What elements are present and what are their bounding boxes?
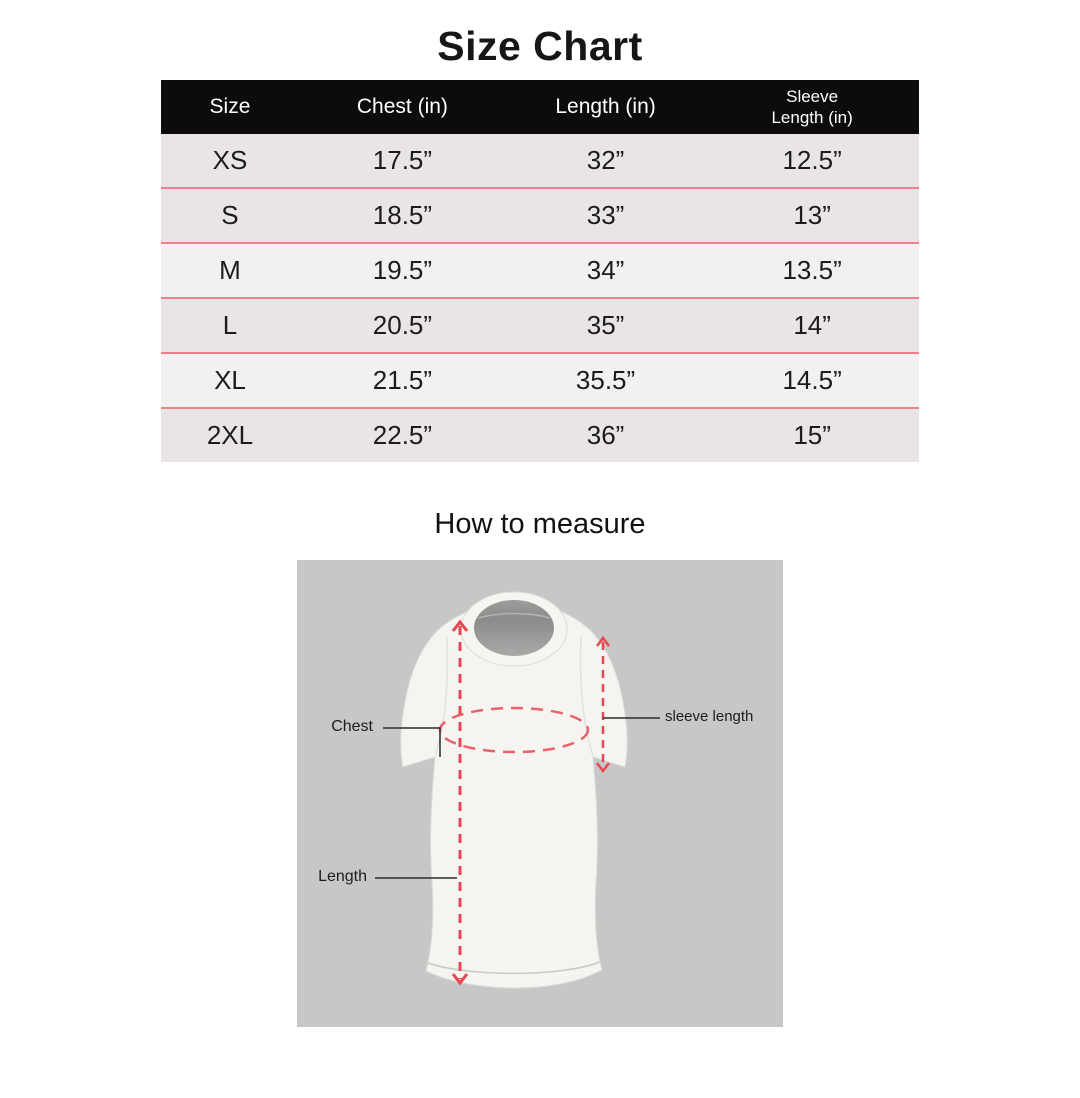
table-row: XS 17.5” 32” 12.5” (161, 134, 919, 188)
column-header-sleeve-line1: Sleeve (786, 86, 839, 106)
cell-length: 34” (505, 242, 706, 298)
page-title: Size Chart (437, 23, 643, 69)
cell-length: 32” (505, 134, 706, 188)
right-sleeve-seam (579, 635, 594, 757)
cell-sleeve: 15” (705, 407, 919, 462)
chest-leader-line (383, 727, 441, 757)
measurement-diagram: Chest sleeve length Length (297, 560, 783, 1027)
table-header: Size Chest (in) Length (in) Sleeve Lengt… (161, 80, 919, 134)
cell-chest: 20.5” (298, 297, 506, 353)
hem-seam (427, 961, 601, 975)
cell-chest: 17.5” (298, 134, 506, 188)
cell-chest: 18.5” (298, 187, 506, 243)
length-label: Length (318, 868, 367, 885)
table-row: S 18.5” 33” 13” (161, 187, 919, 243)
column-header-sleeve-length: Sleeve Length (in) (705, 80, 919, 134)
cell-chest: 21.5” (298, 352, 506, 408)
neck-opening (474, 600, 554, 656)
chest-label: Chest (331, 718, 373, 735)
cell-sleeve: 12.5” (705, 134, 919, 188)
cell-chest: 19.5” (298, 242, 506, 298)
table-row: XL 21.5” 35.5” 14.5” (161, 352, 919, 408)
cell-size: L (161, 297, 299, 353)
cell-length: 35” (505, 297, 706, 353)
tshirt-illustration (375, 591, 660, 989)
cell-size: S (161, 187, 299, 243)
length-arrow-up (451, 619, 469, 632)
cell-sleeve: 13.5” (705, 242, 919, 298)
cell-size: M (161, 242, 299, 298)
table-row: M 19.5” 34” 13.5” (161, 242, 919, 298)
table-row: 2XL 22.5” 36” 15” (161, 407, 919, 462)
column-header-chest: Chest (in) (298, 80, 506, 134)
length-arrow-down (451, 973, 469, 986)
cell-length: 36” (505, 407, 706, 462)
size-table-body: XS 17.5” 32” 12.5” S 18.5” 33” 13” M 19.5” 34” 13.5… (161, 134, 919, 462)
header-row: Size Chest (in) Length (in) Sleeve Lengt… (161, 80, 919, 134)
cell-size: XS (161, 134, 299, 188)
sleeve-arrow-up (596, 635, 610, 647)
cell-chest: 22.5” (298, 407, 506, 462)
sleeve-length-label: sleeve length (665, 708, 754, 725)
cell-length: 33” (505, 187, 706, 243)
left-sleeve-seam (434, 635, 449, 757)
cell-sleeve: 14.5” (705, 352, 919, 408)
cell-size: XL (161, 352, 299, 408)
cell-sleeve: 14” (705, 297, 919, 353)
column-header-length: Length (in) (505, 80, 706, 134)
table-row: L 20.5” 35” 14” (161, 297, 919, 353)
cell-sleeve: 13” (705, 187, 919, 243)
size-chart-page: { "title": "Size Chart", "table": { "col… (0, 18, 1080, 1098)
sleeve-arrow-down (596, 762, 610, 774)
size-chart-table: Size Chest (in) Length (in) Sleeve Lengt… (161, 80, 919, 462)
neck-back-seam (477, 612, 551, 619)
column-header-sleeve-line2: Length (in) (771, 108, 853, 127)
cell-size: 2XL (161, 407, 299, 462)
cell-length: 35.5” (505, 352, 706, 408)
how-to-measure-title: How to measure (434, 508, 646, 540)
column-header-size: Size (161, 80, 299, 134)
